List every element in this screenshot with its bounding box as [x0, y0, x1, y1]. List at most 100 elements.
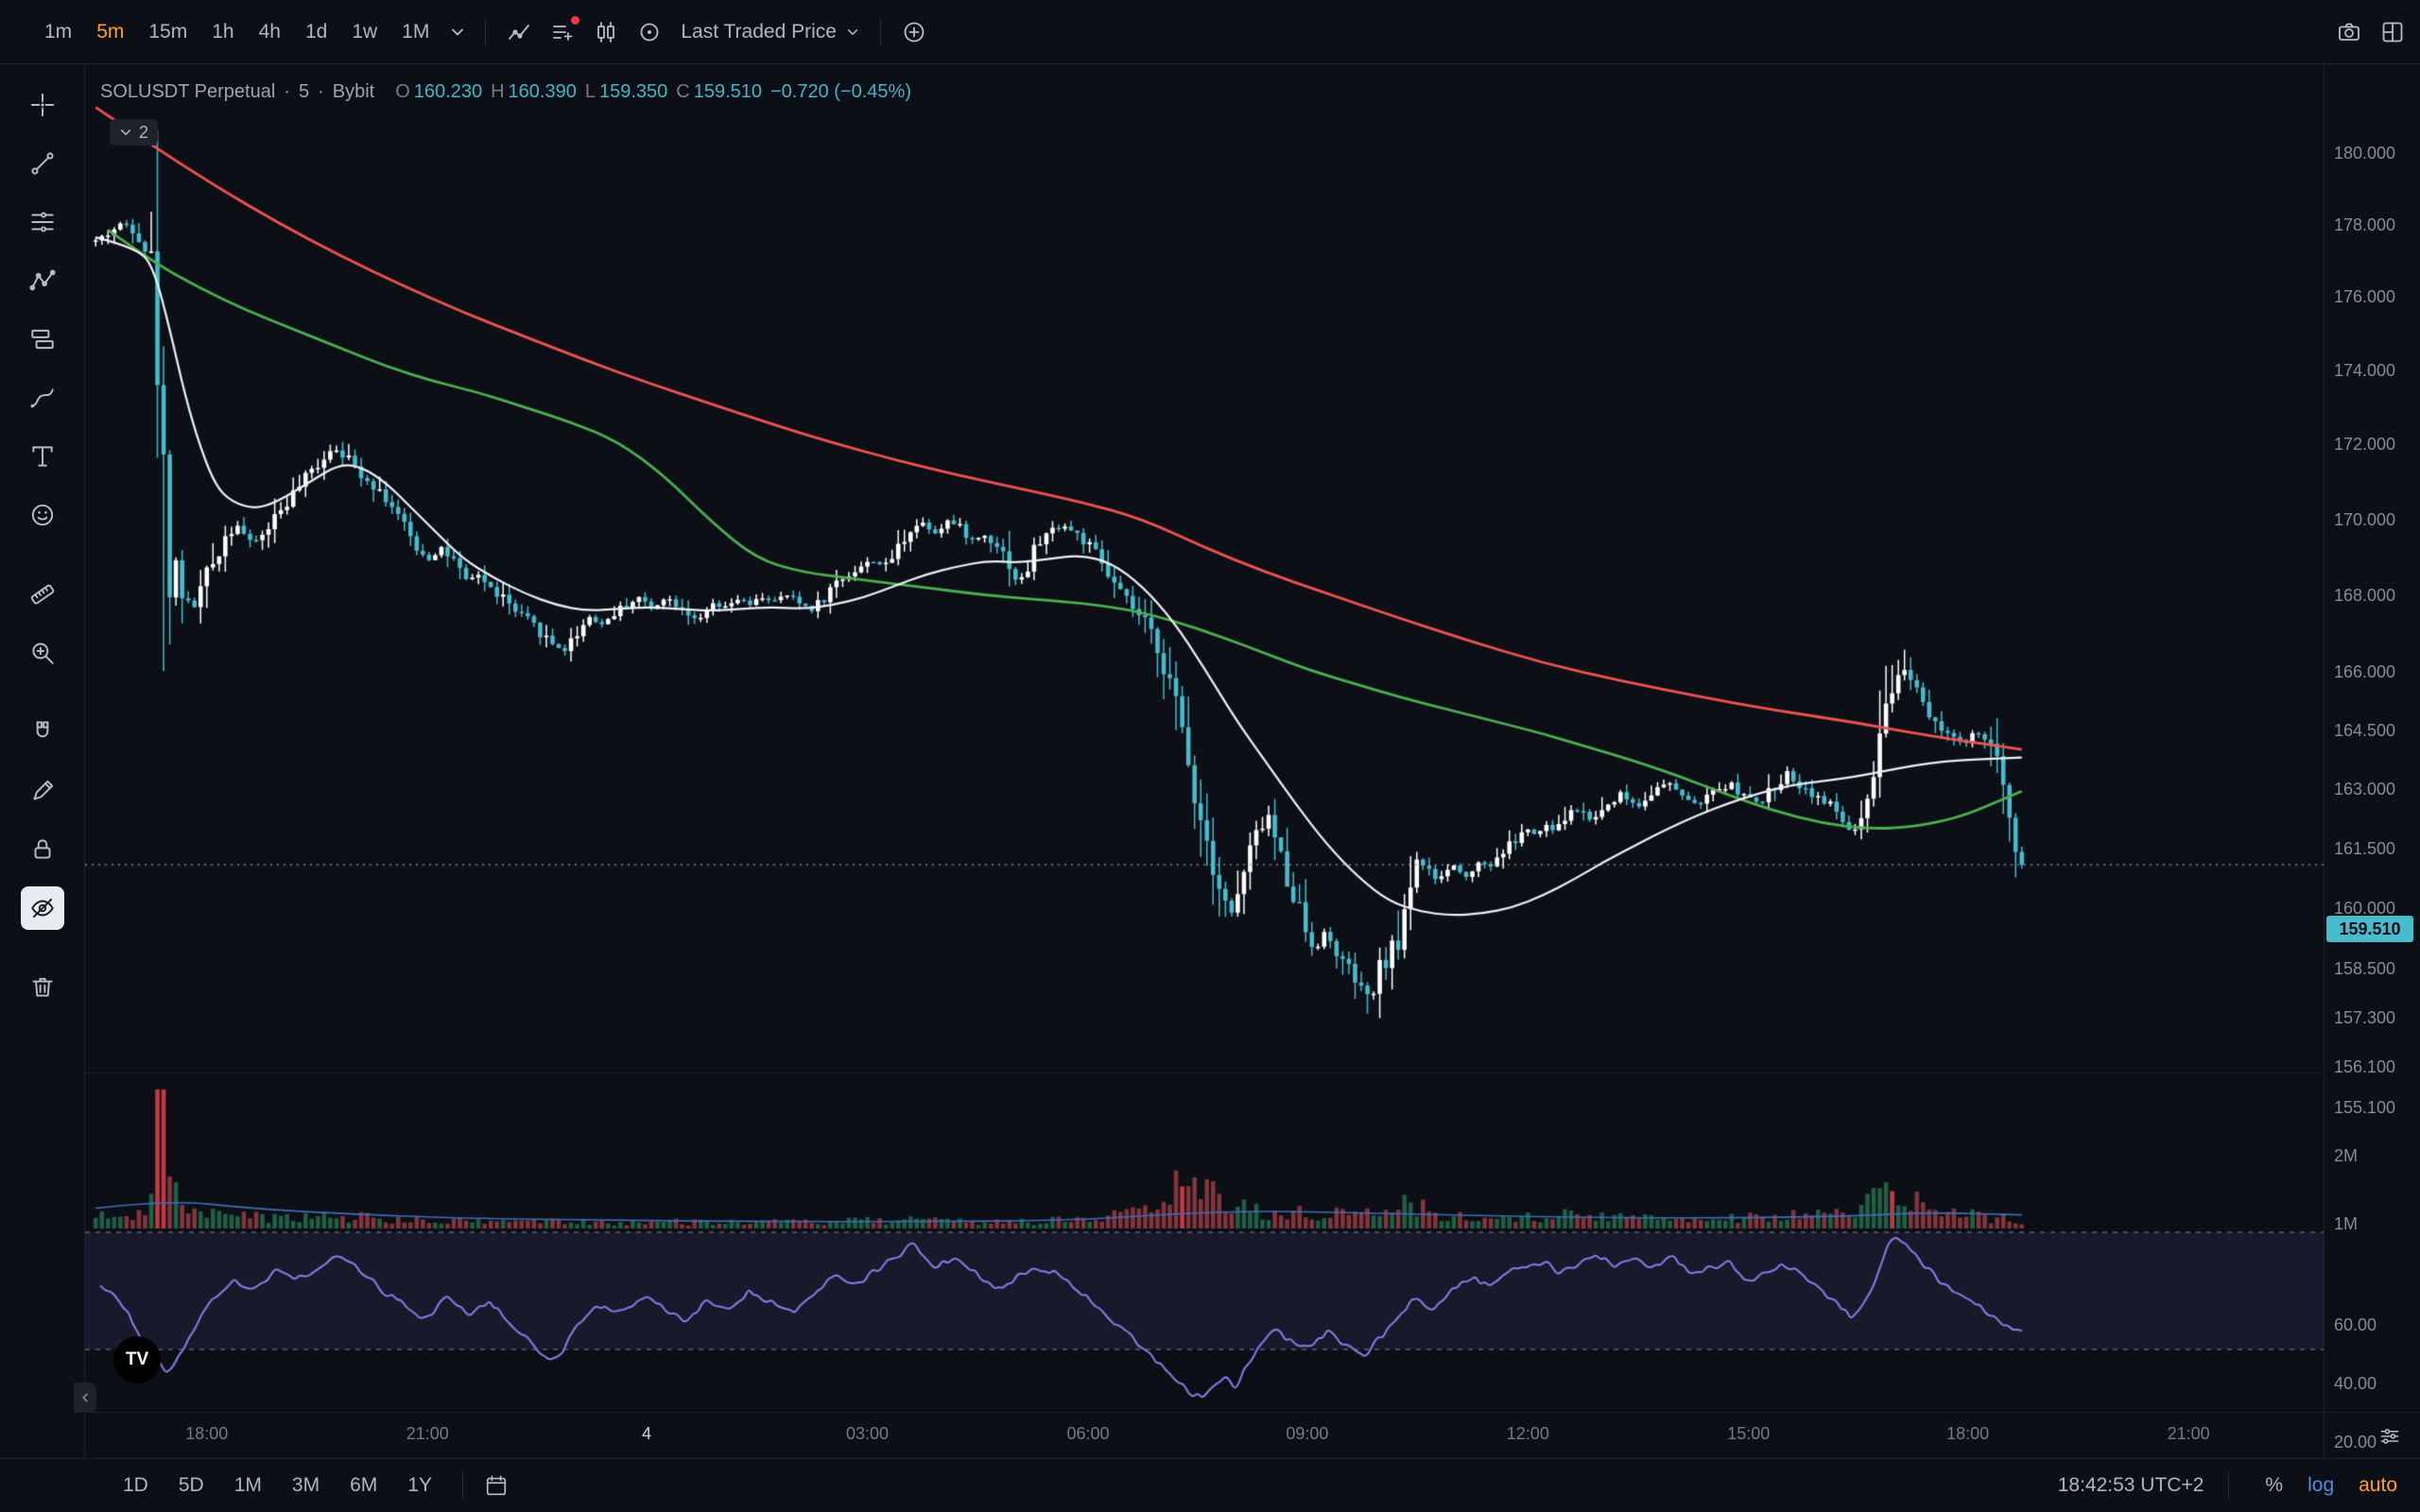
- tool-trend-line[interactable]: [21, 142, 64, 185]
- tool-edit[interactable]: [21, 769, 64, 813]
- auto-scale-button[interactable]: auto: [2359, 1474, 2397, 1497]
- tool-hide-drawings[interactable]: [21, 886, 64, 930]
- legend-symbol[interactable]: SOLUSDT Perpetual: [100, 81, 275, 103]
- time-axis-label: 21:00: [406, 1424, 449, 1444]
- rsi-axis-label: 20.00: [2334, 1433, 2377, 1452]
- brush-icon: [28, 384, 57, 412]
- layout-button[interactable]: [2371, 10, 2414, 54]
- go-to-date-button[interactable]: [475, 1464, 518, 1507]
- toolbar-separator: [880, 19, 881, 45]
- range-6M[interactable]: 6M: [338, 1470, 389, 1501]
- tool-horizontal-lines[interactable]: [21, 200, 64, 244]
- timeframe-1m[interactable]: 1m: [32, 15, 84, 49]
- legend-exchange: Bybit: [333, 81, 374, 103]
- price-axis-label: 161.500: [2334, 839, 2395, 859]
- price-axis-label: 172.000: [2334, 435, 2395, 455]
- tool-magnet[interactable]: [21, 711, 64, 754]
- legend-interval: 5: [299, 81, 309, 103]
- tool-position[interactable]: [21, 318, 64, 361]
- timeframe-15m[interactable]: 15m: [136, 15, 199, 49]
- timeframe-menu-caret[interactable]: [441, 10, 474, 54]
- layout-grid-icon: [2379, 19, 2406, 45]
- timeframe-1h[interactable]: 1h: [199, 15, 246, 49]
- ruler-icon: [28, 580, 57, 609]
- price-axis-label: 176.000: [2334, 287, 2395, 307]
- price-source-dropdown[interactable]: Last Traded Price: [671, 21, 869, 43]
- range-3M[interactable]: 3M: [281, 1470, 331, 1501]
- clock[interactable]: 18:42:53 UTC+2: [2058, 1474, 2204, 1497]
- calendar-icon: [484, 1473, 509, 1498]
- tv-logo-text: TV: [126, 1349, 148, 1370]
- crosshair-icon: [28, 91, 57, 119]
- tool-remove-drawings[interactable]: [21, 966, 64, 1009]
- chevron-down-icon: [846, 26, 859, 39]
- timeframe-4h[interactable]: 4h: [247, 15, 293, 49]
- tool-zoom[interactable]: [21, 631, 64, 675]
- time-axis-label: 15:00: [1727, 1424, 1770, 1444]
- high-label: H: [491, 81, 504, 103]
- tradingview-logo[interactable]: TV: [113, 1336, 161, 1383]
- volume-axis-label: 1M: [2334, 1214, 2358, 1234]
- target-button[interactable]: [628, 10, 671, 54]
- tool-lock[interactable]: [21, 828, 64, 871]
- tool-crosshair[interactable]: [21, 83, 64, 127]
- tool-pattern[interactable]: [21, 259, 64, 302]
- time-axis-label: 03:00: [846, 1424, 889, 1444]
- legend-separator: ·: [318, 81, 324, 103]
- candle-style-button[interactable]: [584, 10, 628, 54]
- collapse-toolbar-tab[interactable]: [74, 1383, 96, 1413]
- tool-text[interactable]: [21, 435, 64, 478]
- chart-style-button[interactable]: [497, 10, 541, 54]
- chevron-down-icon: [450, 25, 465, 40]
- collapsed-indicators-chip[interactable]: 2: [110, 119, 158, 146]
- bottom-toolbar: 1D5D1M 3M6M1Y 18:42:53 UTC+2 % log auto: [0, 1458, 2420, 1512]
- axis-settings-button[interactable]: [2373, 1418, 2407, 1452]
- text-icon: [28, 442, 57, 471]
- sliders-icon: [2378, 1424, 2401, 1447]
- drawing-toolbar: [0, 64, 85, 1458]
- toolbar-separator: [2228, 1472, 2229, 1499]
- price-axis-label: 166.000: [2334, 662, 2395, 682]
- range-1D[interactable]: 1D: [112, 1470, 160, 1501]
- volume-axis-label: 2M: [2334, 1146, 2358, 1166]
- timeframe-1M[interactable]: 1M: [389, 15, 441, 49]
- camera-icon: [2336, 19, 2362, 45]
- low-label: L: [585, 81, 596, 103]
- zoom-in-icon: [28, 639, 57, 667]
- percent-scale-button[interactable]: %: [2265, 1474, 2283, 1497]
- log-scale-button[interactable]: log: [2308, 1474, 2334, 1497]
- price-axis-label: 174.000: [2334, 361, 2395, 381]
- timeframe-5m[interactable]: 5m: [84, 15, 136, 49]
- range-1M[interactable]: 1M: [223, 1470, 273, 1501]
- price-axis[interactable]: 159.510 180.000178.000176.000174.000172.…: [2324, 64, 2420, 1412]
- target-icon: [636, 19, 663, 45]
- top-toolbar: 1m5m15m1h4h1d1w1M Last Trade: [0, 0, 2420, 64]
- toolbar-separator: [462, 1472, 463, 1499]
- toolbar-separator: [485, 19, 486, 45]
- plus-circle-icon: [901, 19, 927, 45]
- add-button[interactable]: [892, 10, 936, 54]
- trend-line-icon: [28, 149, 57, 178]
- price-axis-label: 178.000: [2334, 215, 2395, 235]
- price-axis-label: 158.500: [2334, 959, 2395, 979]
- price-axis-label: 163.000: [2334, 780, 2395, 799]
- price-axis-label: 155.100: [2334, 1098, 2395, 1118]
- tool-brush[interactable]: [21, 376, 64, 420]
- time-axis-label: 4: [642, 1424, 651, 1444]
- timeframe-1d[interactable]: 1d: [293, 15, 339, 49]
- timeframe-1w[interactable]: 1w: [339, 15, 389, 49]
- tool-ruler[interactable]: [21, 573, 64, 616]
- indicators-button[interactable]: [541, 10, 584, 54]
- range-5D[interactable]: 5D: [167, 1470, 216, 1501]
- trading-terminal: 1m5m15m1h4h1d1w1M Last Trade: [0, 0, 2420, 1512]
- chart-canvas[interactable]: [85, 64, 2324, 1412]
- price-axis-label: 156.100: [2334, 1057, 2395, 1077]
- trash-icon: [28, 973, 57, 1002]
- snapshot-button[interactable]: [2327, 10, 2371, 54]
- range-1Y[interactable]: 1Y: [396, 1470, 443, 1501]
- time-axis[interactable]: 18:0021:00403:0006:0009:0012:0015:0018:0…: [85, 1412, 2324, 1459]
- rsi-axis-label: 60.00: [2334, 1315, 2377, 1335]
- close-value: 159.510: [694, 81, 762, 103]
- tool-emoji[interactable]: [21, 493, 64, 537]
- time-axis-label: 18:00: [185, 1424, 228, 1444]
